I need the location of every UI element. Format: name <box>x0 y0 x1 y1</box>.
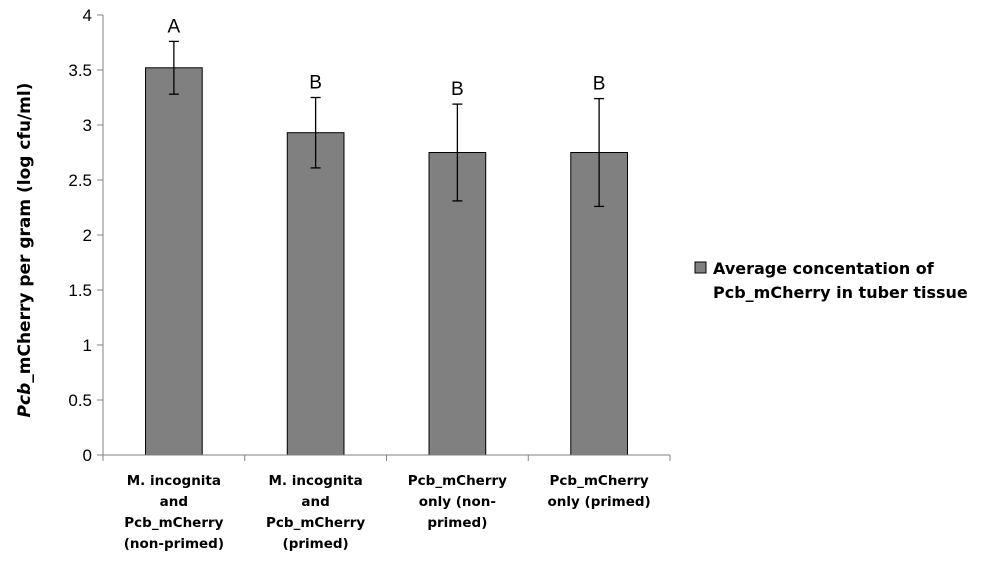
significance-label: B <box>309 73 322 94</box>
legend-label: Pcb_mCherry in tuber tissue <box>713 283 968 302</box>
legend: Average concentation of Pcb_mCherry in tu… <box>695 259 968 302</box>
category-label-line: Pcb_mCherry <box>408 473 507 489</box>
category-label-line: (non-primed) <box>124 536 224 552</box>
category-labels-group: M. incognita and Pcb_mCherry (non-primed)M.… <box>124 473 651 552</box>
significance-labels-group: A B B B <box>168 16 606 100</box>
y-tick-label: 0 <box>83 446 92 465</box>
significance-label: B <box>451 79 464 100</box>
y-tick-label: 4 <box>83 6 92 25</box>
category-label-line: only (non- <box>419 494 496 510</box>
y-tick-label: 2 <box>83 226 92 245</box>
y-axis-ticks: 0 0.5 1 1.5 2 2.5 3 3.5 4 <box>68 6 103 465</box>
significance-label: A <box>168 16 181 37</box>
category-label-line: Pcb_mCherry <box>550 473 649 489</box>
error-bars-group <box>169 41 604 206</box>
y-tick-label: 3.5 <box>68 61 92 80</box>
category-label-line: only (primed) <box>548 494 651 510</box>
category-label: M. incognita and Pcb_mCherry (primed) <box>266 473 365 552</box>
bar <box>146 68 203 455</box>
y-axis-label-italic: Pcb <box>15 383 35 418</box>
category-label-line: (primed) <box>283 536 349 552</box>
y-tick-label: 2.5 <box>68 171 92 190</box>
category-label-line: and <box>301 494 329 510</box>
category-label-line: M. incognita <box>269 473 363 489</box>
y-tick-label: 3 <box>83 116 92 135</box>
category-label: M. incognita and Pcb_mCherry (non-primed) <box>124 473 224 552</box>
y-axis-label: Pcb_mCherry per gram (log cfu/ml) <box>15 83 35 418</box>
category-label-line: primed) <box>427 515 487 531</box>
bars-group <box>146 68 628 455</box>
legend-swatch <box>695 262 706 273</box>
legend-label: Average concentation of <box>713 259 935 278</box>
category-label-line: Pcb_mCherry <box>266 515 365 531</box>
category-label-line: and <box>160 494 188 510</box>
y-axis-label-rest: _mCherry per gram (log cfu/ml) <box>15 83 35 383</box>
category-label-line: Pcb_mCherry <box>124 515 223 531</box>
y-tick-label: 1 <box>83 336 92 355</box>
bar <box>287 133 344 455</box>
category-label-line: M. incognita <box>127 473 221 489</box>
y-tick-label: 0.5 <box>68 391 92 410</box>
significance-label: B <box>593 74 606 95</box>
y-tick-label: 1.5 <box>68 281 92 300</box>
